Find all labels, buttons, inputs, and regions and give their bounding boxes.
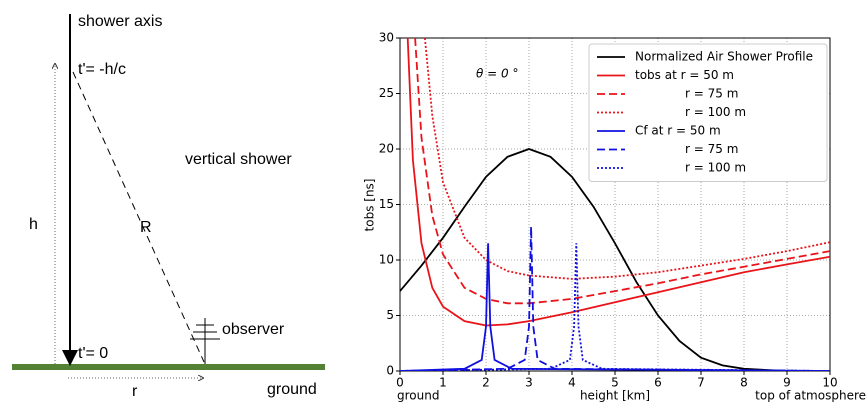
x-tick-label: 3: [525, 376, 533, 390]
chart: θ = 0 ° tobs [ns] height [km] ground top…: [363, 31, 867, 403]
x-tick-label: 5: [611, 376, 619, 390]
y-tick-label: 0: [386, 364, 394, 378]
label: r: [132, 383, 138, 400]
x-tick-label: 8: [740, 376, 748, 390]
x-tick-label: 9: [783, 376, 791, 390]
label: vertical shower: [185, 151, 292, 168]
diagram: shower axis t'= -h/c vertical shower h R…: [12, 13, 325, 400]
y-tick-label: 20: [379, 142, 394, 156]
series-line: [400, 226, 830, 371]
x-tick-label: 10: [822, 376, 837, 390]
distance-line: [72, 71, 205, 363]
y-tick-label: 30: [379, 31, 394, 45]
label: t'= 0: [78, 345, 108, 362]
plot-frame: [399, 37, 831, 372]
legend-label: r = 100 m: [685, 161, 746, 175]
label: ground: [267, 381, 317, 398]
legend-label: r = 75 m: [685, 87, 738, 101]
legend-label: Normalized Air Shower Profile: [635, 50, 813, 64]
x-tick-label: 4: [568, 376, 576, 390]
legend-label: r = 100 m: [685, 105, 746, 119]
x-tick-label: 2: [482, 376, 490, 390]
label: shower axis: [78, 13, 162, 30]
y-axis-label: tobs [ns]: [363, 179, 377, 232]
legend-box: [588, 43, 828, 182]
x-axis-label: ground: [397, 389, 439, 403]
y-tick-label: 15: [379, 197, 394, 211]
series-line: [400, 243, 830, 371]
y-tick-label: 10: [379, 253, 394, 267]
legend-label: tobs at r = 50 m: [635, 68, 734, 82]
label: R: [140, 219, 152, 236]
legend-label: Cf at r = 50 m: [635, 124, 721, 138]
y-tick-label: 5: [386, 308, 394, 322]
x-tick-label: 7: [697, 376, 705, 390]
observer-antenna: [190, 318, 220, 364]
series-line: [400, 243, 830, 371]
series-line: [406, 38, 830, 327]
x-tick-label: 6: [654, 376, 662, 390]
label: t'= -h/c: [78, 61, 126, 78]
x-tick-label: 0: [396, 376, 404, 390]
x-axis-label: height [km]: [580, 389, 650, 403]
x-axis-label: top of atmosphere: [755, 389, 866, 403]
y-tick-label: 25: [379, 86, 394, 100]
series-line: [400, 148, 830, 371]
label: observer: [222, 321, 285, 338]
x-tick-label: 1: [439, 376, 447, 390]
legend-label: r = 75 m: [685, 142, 738, 156]
annotation: θ = 0 °: [476, 67, 518, 81]
label: h: [29, 216, 38, 233]
ground-band: [12, 364, 325, 370]
